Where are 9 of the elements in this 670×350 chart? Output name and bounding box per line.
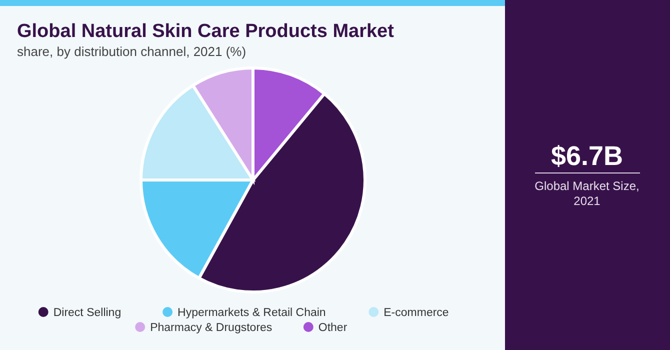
chart-subtitle: share, by distribution channel, 2021 (%) — [17, 44, 246, 59]
legend-label: Direct Selling — [53, 307, 122, 319]
legend-label: Pharmacy & Drugstores — [150, 322, 272, 334]
text: Global Market Size, 2021 — [534, 179, 640, 208]
legend-label: Hypermarkets & Retail Chain — [178, 307, 326, 319]
legend-label: Other — [318, 322, 348, 334]
legend-label: E-commerce — [384, 307, 449, 319]
text: $6.7B — [550, 141, 624, 171]
chart-title: Global Natural Skin Care Products Market — [17, 21, 395, 42]
